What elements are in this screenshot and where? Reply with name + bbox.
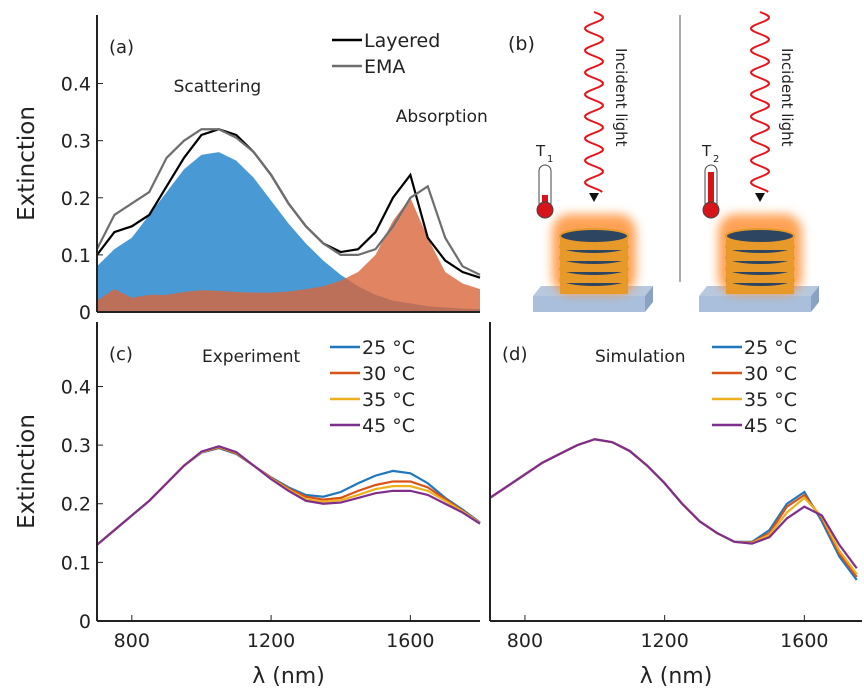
incident-label: Incident light: [612, 48, 630, 147]
setup-left: Incident light T 1: [533, 11, 653, 312]
legend-label: EMA: [364, 56, 405, 78]
x-axis-label: λ (nm): [640, 664, 713, 689]
line: [96, 445, 481, 546]
thermometer-level: [542, 195, 548, 207]
light-wave: [584, 11, 604, 193]
panel-title: Simulation: [595, 347, 686, 367]
x-tick-label: 800: [507, 630, 543, 652]
arrow-head: [755, 193, 765, 202]
area: [97, 152, 480, 312]
chart-panel: [96, 445, 481, 546]
y-tick-label: 0.2: [61, 188, 91, 210]
annotation: Scattering: [174, 77, 262, 97]
annotation: Absorption: [396, 107, 488, 127]
panel-label: (c): [109, 344, 133, 365]
temp-label: T: [535, 142, 546, 160]
y-tick-label: 0.1: [61, 245, 91, 267]
legend-label: 30 °C: [362, 363, 415, 385]
temp-sub: 1: [547, 154, 553, 165]
legend-label: 35 °C: [744, 389, 797, 411]
y-tick-label: 0.4: [61, 74, 91, 96]
thermometer-level: [708, 172, 714, 207]
incident-label: Incident light: [778, 48, 796, 147]
panel-b: (b) Incident light T 1 Incident light T …: [508, 11, 819, 312]
chart-panel: [490, 438, 858, 581]
arrow-head: [589, 193, 599, 202]
layer-stack: [725, 228, 795, 294]
legend-label: 30 °C: [744, 363, 797, 385]
y-tick-label: 0.2: [61, 494, 91, 516]
line: [96, 128, 481, 276]
setup-right: Incident light T 2: [699, 11, 819, 312]
substrate-side: [645, 286, 653, 312]
y-axis-label: Extinction: [14, 106, 40, 221]
thermometer-bulb: [702, 201, 720, 219]
y-tick-label: 0: [79, 611, 91, 633]
x-tick-label: 800: [114, 630, 150, 652]
panel-label: (a): [109, 37, 134, 58]
chart-panel: [96, 128, 481, 312]
area: [97, 197, 480, 312]
panel-label: (b): [508, 33, 535, 55]
legend-label: Layered: [364, 30, 440, 52]
substrate-side: [811, 286, 819, 312]
temp-sub: 2: [713, 154, 719, 165]
layer-top: [725, 228, 795, 244]
light-wave: [750, 11, 770, 193]
line: [490, 438, 858, 569]
line: [490, 438, 858, 575]
panel-label: (d): [502, 344, 527, 365]
legend-label: 45 °C: [362, 415, 415, 437]
y-tick-label: 0.3: [61, 131, 91, 153]
x-tick-label: 1200: [640, 630, 688, 652]
layer-stack: [559, 228, 629, 294]
substrate: [533, 296, 645, 312]
thermometer-bulb: [536, 201, 554, 219]
temp-label: T: [701, 142, 712, 160]
x-tick-label: 1600: [386, 630, 434, 652]
legend-label: 25 °C: [362, 337, 415, 359]
y-tick-label: 0.1: [61, 552, 91, 574]
x-axis-label: λ (nm): [252, 664, 325, 689]
x-tick-label: 1200: [247, 630, 295, 652]
legend-label: 45 °C: [744, 415, 797, 437]
y-axis-label: Extinction: [14, 414, 40, 529]
panel-title: Experiment: [202, 347, 301, 367]
layer-top: [559, 228, 629, 244]
legend-label: 25 °C: [744, 337, 797, 359]
y-tick-label: 0.3: [61, 435, 91, 457]
x-tick-label: 1600: [780, 630, 828, 652]
y-tick-label: 0.4: [61, 376, 91, 398]
y-tick-label: 0: [79, 302, 91, 324]
legend-label: 35 °C: [362, 389, 415, 411]
substrate: [699, 296, 811, 312]
